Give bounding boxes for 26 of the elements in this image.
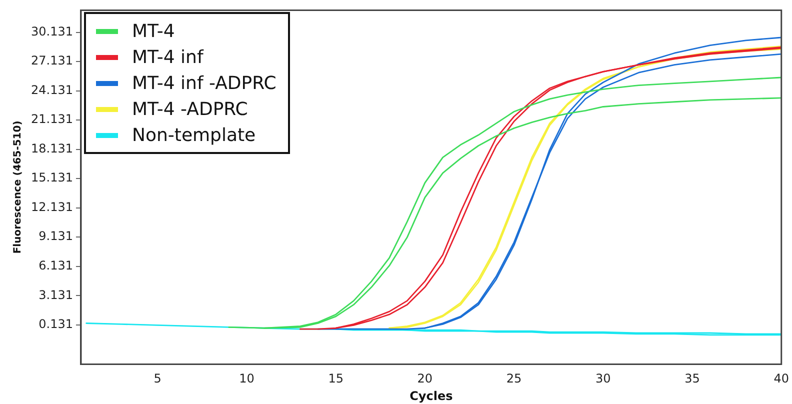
x-tick-label: 40: [774, 372, 790, 386]
legend-label: MT-4 inf -ADPRC: [132, 72, 276, 94]
y-tick-label: 24.131: [30, 82, 73, 97]
y-tick-label: 30.131: [30, 24, 73, 38]
legend-label: MT-4 -ADPRC: [132, 98, 248, 120]
y-tick-label: 0.131: [38, 317, 73, 332]
y-tick-label: 18.131: [30, 141, 73, 156]
x-axis-title: Cycles: [410, 388, 453, 403]
x-tick-label: 25: [506, 372, 522, 386]
x-tick-label: 15: [328, 372, 344, 386]
y-tick-label: 15.131: [30, 170, 73, 185]
y-tick-label: 9.131: [38, 229, 73, 244]
x-tick-label: 30: [596, 372, 611, 386]
y-tick-label: 12.131: [30, 200, 73, 214]
x-tick-label: 35: [684, 372, 700, 386]
legend-label: MT-4 inf: [132, 46, 204, 68]
x-tick-label: 20: [417, 372, 433, 386]
y-tick-label: 27.131: [30, 54, 73, 68]
y-tick-label: 3.131: [38, 288, 73, 302]
legend-label: Non-template: [132, 124, 256, 146]
x-tick-label: 10: [239, 372, 254, 386]
x-tick-label: 5: [154, 372, 162, 386]
legend-label: MT-4: [132, 20, 175, 42]
y-tick-label: 6.131: [38, 258, 73, 272]
y-axis-title: Fluorescence (465-510): [12, 120, 24, 254]
y-tick-label: 21.131: [30, 112, 73, 126]
